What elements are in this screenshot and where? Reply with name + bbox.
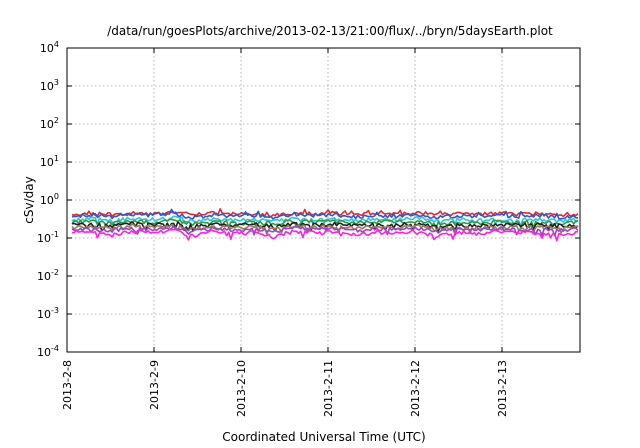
series-line	[71, 208, 579, 218]
x-tick-label: 2013-2-13	[496, 360, 509, 417]
series-line	[71, 215, 579, 227]
series-group	[71, 208, 579, 242]
y-tick-label: 102	[40, 116, 59, 131]
x-tick-label: 2013-2-9	[148, 360, 161, 410]
x-tick-label: 2013-2-10	[235, 360, 248, 417]
chart-title: /data/run/goesPlots/archive/2013-02-13/2…	[107, 24, 553, 38]
x-tick-label: 2013-2-12	[409, 360, 422, 417]
y-axis-label: cSv/day	[22, 176, 36, 223]
series-line	[71, 225, 579, 237]
series-line	[71, 218, 579, 230]
y-tick-labels: 10-4 10-3 10-2 10-1 100 101 102 103 104	[37, 40, 59, 359]
x-tick-label: 2013-2-11	[322, 360, 335, 417]
ticks	[66, 47, 580, 353]
y-tick-label: 103	[40, 78, 59, 93]
series-line	[71, 221, 579, 232]
x-tick-label: 2013-2-8	[61, 360, 74, 410]
y-tick-label: 100	[40, 192, 59, 207]
y-tick-label: 10-1	[37, 230, 59, 245]
series-line	[71, 228, 579, 242]
y-tick-label: 10-3	[37, 306, 59, 321]
y-tick-label: 104	[40, 40, 59, 55]
y-tick-label: 101	[40, 154, 59, 169]
y-tick-label: 10-4	[37, 344, 59, 359]
y-tick-label: 10-2	[37, 268, 59, 283]
x-axis-label: Coordinated Universal Time (UTC)	[222, 430, 425, 444]
grid	[67, 48, 580, 352]
series-line	[71, 208, 578, 220]
x-tick-labels: 2013-2-8 2013-2-9 2013-2-10 2013-2-11 2013-2…	[61, 360, 509, 417]
